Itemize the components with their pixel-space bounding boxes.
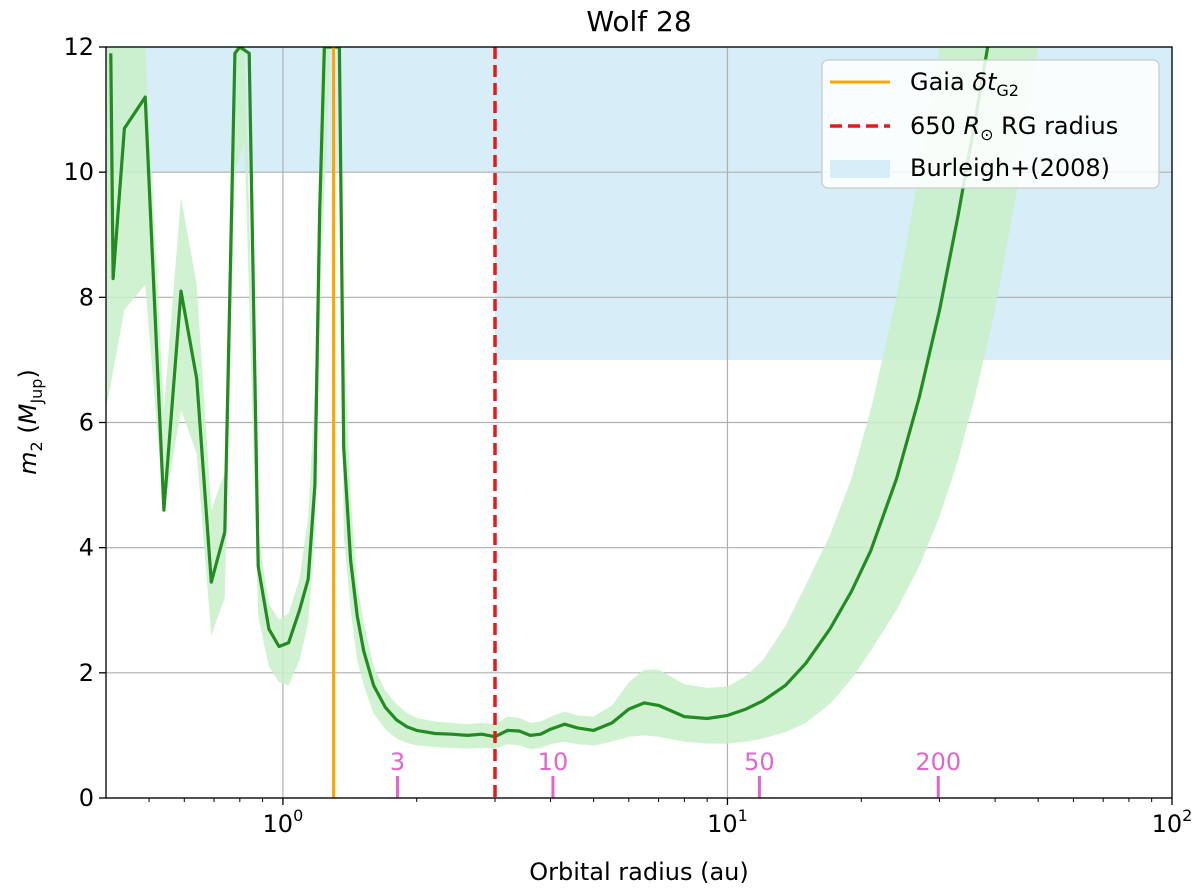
period-marker-label: 200 <box>915 748 961 776</box>
period-marker-label: 10 <box>538 748 569 776</box>
x-tick-label: 102 <box>1152 806 1193 838</box>
x-tick-label: 101 <box>707 806 748 838</box>
legend-label-burleigh: Burleigh+(2008) <box>910 154 1110 182</box>
y-tick-label: 6 <box>79 409 94 437</box>
axes: 0 2 4 6 8 10 12 100 101 102 <box>63 33 1192 838</box>
legend-box <box>821 59 1160 189</box>
legend-swatch-burleigh <box>830 160 890 178</box>
y-tick-label: 8 <box>79 283 94 311</box>
shaded-regions <box>106 47 1172 360</box>
y-tick-label: 10 <box>63 158 94 186</box>
legend-label-gaia: Gaia δtG2 <box>910 68 1019 100</box>
y-tick-label: 4 <box>79 534 94 562</box>
x-axis-label: Orbital radius (au) <box>529 858 749 886</box>
y-tick-label: 12 <box>63 33 94 61</box>
y-tick-label: 2 <box>79 659 94 687</box>
period-marker-label: 50 <box>744 748 775 776</box>
legend-label-rg-radius: 650 R⊙ RG radius <box>910 112 1118 144</box>
period-markers: 3 10 50 200 <box>390 748 961 798</box>
series-layer <box>109 47 990 739</box>
vertical-lines <box>332 47 497 798</box>
chart-title: Wolf 28 <box>586 5 691 38</box>
shaded-region-0 <box>106 47 496 173</box>
y-tick-label: 0 <box>79 784 94 812</box>
series-line-0 <box>109 47 990 739</box>
y-axis-label: m2 (MJup) <box>14 369 46 475</box>
legend: Gaia δtG2 650 R⊙ RG radius Burleigh+(200… <box>821 59 1160 189</box>
period-marker-label: 3 <box>390 748 405 776</box>
x-tick-label: 100 <box>263 806 304 838</box>
